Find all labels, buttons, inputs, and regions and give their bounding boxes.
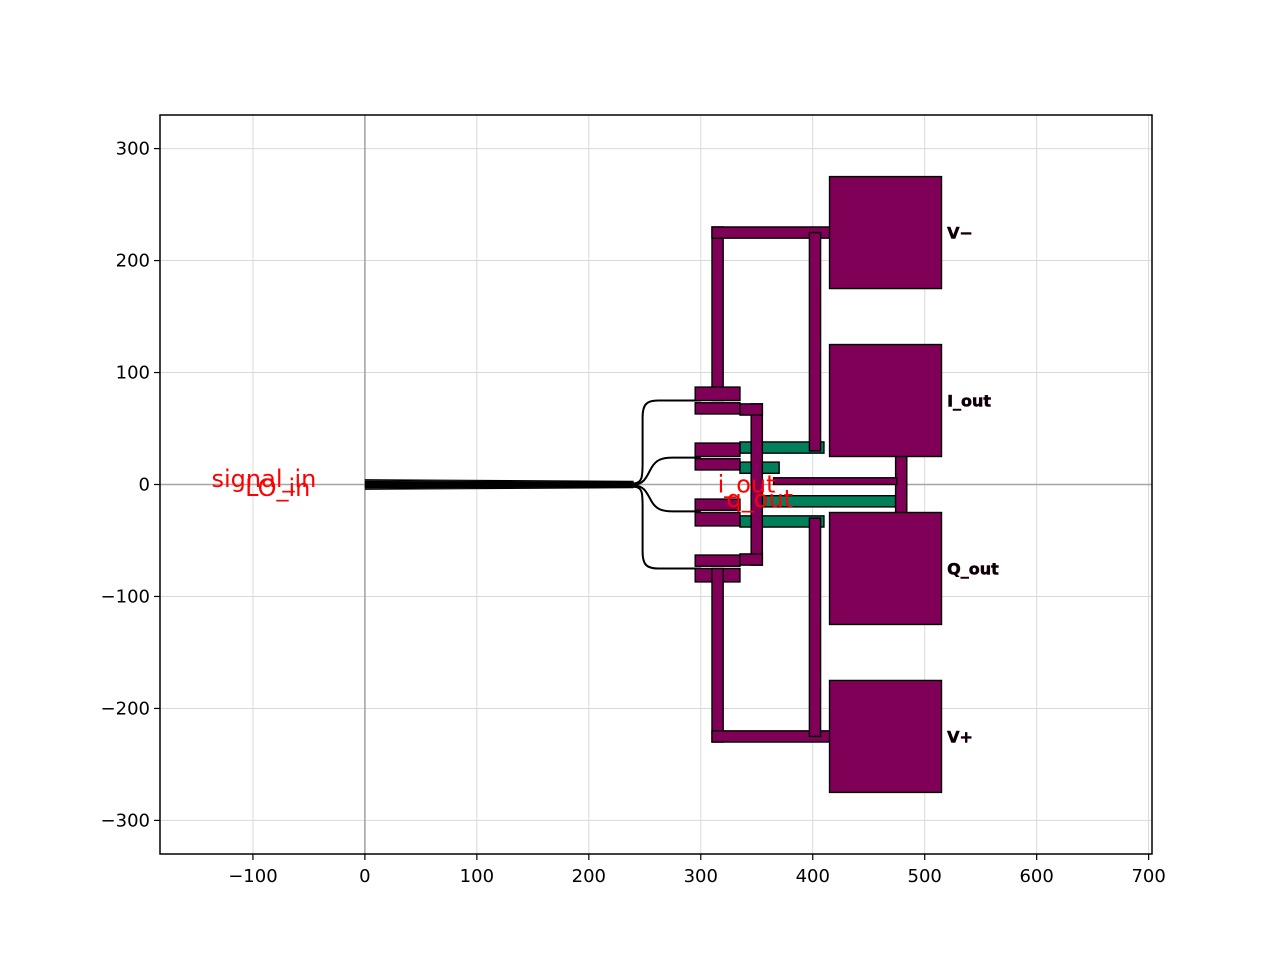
- y-tick-label: 100: [116, 363, 150, 384]
- pad-label: V+: [947, 727, 973, 746]
- y-tick-label: 200: [116, 251, 150, 272]
- metal-trace: [695, 403, 740, 414]
- x-tick-label: 500: [908, 866, 942, 887]
- metal-trace: [809, 518, 820, 736]
- y-tick-label: 0: [139, 475, 150, 496]
- x-tick-label: 400: [796, 866, 830, 887]
- x-tick-label: 300: [684, 866, 718, 887]
- metal-trace: [774, 478, 897, 485]
- x-tick-label: 100: [460, 866, 494, 887]
- pad-label: Q_out: [947, 559, 999, 578]
- metal-trace: [695, 512, 740, 525]
- port-label: LO_in: [245, 474, 310, 502]
- x-tick-label: 600: [1019, 866, 1053, 887]
- contact-pad: [830, 512, 942, 624]
- contact-pad: [830, 345, 942, 457]
- metal-trace: [712, 568, 723, 742]
- x-tick-label: 200: [572, 866, 606, 887]
- contact-pad: [830, 680, 942, 792]
- port-label: q_out: [727, 485, 794, 513]
- metal-trace: [695, 555, 740, 566]
- y-tick-label: −300: [101, 810, 150, 831]
- x-tick-label: 700: [1131, 866, 1165, 887]
- x-tick-label: −100: [228, 866, 277, 887]
- pad-label: V−: [947, 224, 973, 243]
- metal-trace: [695, 459, 740, 470]
- y-tick-label: −200: [101, 698, 150, 719]
- y-tick-label: 300: [116, 139, 150, 160]
- y-tick-label: −100: [101, 586, 150, 607]
- pad-label: I_out: [947, 392, 991, 411]
- metal-trace: [695, 443, 740, 456]
- contact-pad: [830, 177, 942, 289]
- metal-trace: [809, 233, 820, 451]
- metal-trace: [712, 227, 723, 401]
- x-tick-label: 0: [359, 866, 370, 887]
- metal-trace: [740, 554, 762, 565]
- metal-trace: [695, 387, 740, 400]
- metal-trace: [740, 404, 762, 415]
